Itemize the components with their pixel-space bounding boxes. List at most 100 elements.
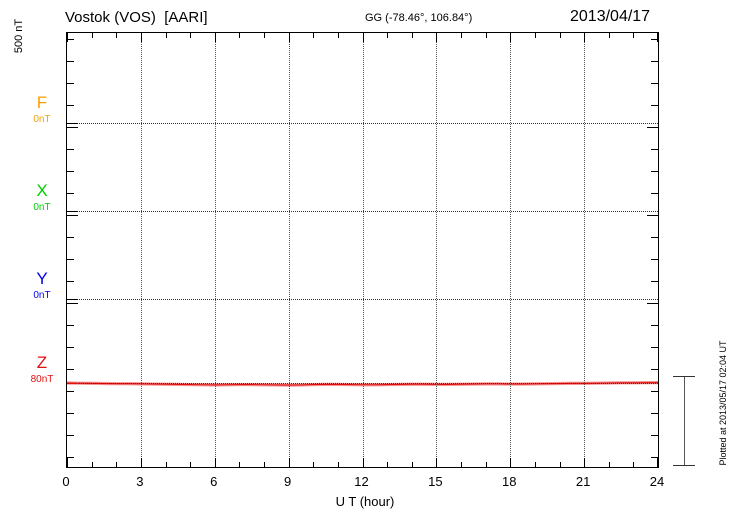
component-value-z: 80nT	[30, 374, 54, 385]
component-label-z: Z 80nT	[20, 354, 64, 386]
x-tick-label: 18	[502, 474, 517, 489]
x-axis-tick-top	[165, 33, 167, 38]
y-axis-baseline-tick	[67, 383, 78, 384]
y-axis-tick-right	[651, 83, 658, 84]
gridline-vertical	[362, 33, 364, 467]
y-axis-tick	[67, 149, 74, 150]
station-title: Vostok (VOS) [AARI]	[65, 9, 208, 26]
x-axis-tick-top	[313, 33, 315, 38]
x-axis-tick	[337, 462, 339, 467]
component-label-y: Y 0nT	[20, 270, 64, 302]
x-axis-tick-top	[461, 33, 462, 38]
baseline-y	[67, 299, 658, 300]
x-axis-tick	[559, 462, 561, 467]
x-axis-title: U T (hour)	[335, 494, 395, 509]
y-axis-tick	[67, 281, 74, 282]
x-axis-tick-top	[436, 33, 438, 42]
component-label-x: X 0nT	[20, 182, 64, 214]
x-axis-tick	[165, 462, 167, 467]
plotted-at-timestamp: Plotted at 2013/05/17 02:04 UT	[718, 340, 728, 466]
x-axis-tick-top	[559, 33, 561, 38]
baseline-x	[67, 211, 658, 212]
x-axis-tick	[239, 462, 241, 467]
component-letter-y: Y	[36, 269, 48, 288]
x-axis-tick-top	[584, 33, 586, 42]
x-tick-label: 12	[354, 474, 369, 489]
x-axis-tick	[584, 458, 586, 467]
x-axis-tick	[633, 462, 635, 467]
geographic-coordinates: GG (-78.46°, 106.84°)	[365, 12, 473, 24]
x-tick-label: 3	[136, 474, 144, 489]
gridline-vertical	[140, 33, 142, 467]
y-axis-tick	[67, 127, 78, 128]
y-axis-tick-right	[647, 127, 658, 128]
component-letter-x: X	[36, 181, 48, 200]
component-value-f: 0nT	[33, 114, 51, 125]
observation-date: 2013/04/17	[570, 8, 651, 25]
y-axis-tick	[67, 303, 78, 304]
x-axis-tick-top	[657, 33, 658, 42]
x-axis-tick	[67, 458, 68, 467]
y-axis-tick	[67, 215, 78, 216]
x-tick-label: 9	[284, 474, 292, 489]
scale-bar-line	[684, 376, 685, 466]
y-axis-tick-right	[651, 39, 658, 40]
baseline-f	[67, 123, 658, 124]
x-axis-tick-top	[239, 33, 241, 38]
x-axis-tick-top	[91, 33, 93, 38]
y-axis-tick-right	[651, 193, 658, 194]
x-axis-tick	[387, 462, 389, 467]
y-axis-tick-right	[651, 149, 658, 150]
x-axis-tick	[510, 458, 512, 467]
y-axis-tick-right	[651, 237, 658, 238]
x-axis-tick-top	[411, 33, 413, 38]
x-axis-tick	[313, 462, 315, 467]
y-axis-tick	[67, 237, 74, 238]
x-tick-label: 24	[649, 474, 665, 489]
x-axis-tick-top	[362, 33, 364, 42]
component-label-f: F 0nT	[20, 94, 64, 126]
y-axis-baseline-tick	[67, 211, 78, 212]
y-axis-tick	[67, 259, 74, 260]
y-axis-tick	[67, 193, 74, 194]
y-axis-tick-right	[651, 435, 658, 436]
y-axis-baseline-tick	[67, 123, 78, 124]
x-axis-tick	[140, 458, 142, 467]
y-axis-tick	[67, 391, 74, 392]
y-axis-tick	[67, 105, 74, 106]
y-axis-tick-right	[647, 215, 658, 216]
y-axis-tick	[67, 435, 74, 436]
scale-bar-label: 500 nT	[13, 18, 25, 54]
x-tick-label: 6	[210, 474, 218, 489]
y-axis-tick-right	[651, 105, 658, 106]
gridline-vertical	[584, 33, 586, 467]
magnetogram-plot-frame	[66, 32, 659, 468]
component-value-x: 0nT	[33, 202, 51, 213]
plot-area	[67, 33, 658, 467]
x-axis-tick-top	[608, 33, 610, 38]
x-axis-tick	[411, 462, 413, 467]
gridline-vertical	[510, 33, 512, 467]
component-letter-z: Z	[36, 353, 48, 372]
y-axis-tick-right	[651, 347, 658, 348]
y-axis-tick-right	[651, 281, 658, 282]
x-axis-tick	[190, 462, 192, 467]
y-axis-tick-right	[651, 457, 658, 458]
x-axis-tick-top	[264, 33, 265, 38]
y-axis-tick-right	[647, 303, 658, 304]
x-axis-tick	[264, 462, 265, 467]
y-axis-baseline-tick	[67, 299, 78, 300]
scale-bar	[673, 376, 695, 466]
x-axis-tick-top	[485, 33, 487, 38]
x-axis-tick	[362, 458, 364, 467]
y-axis-tick-right	[651, 391, 658, 392]
gridline-vertical	[436, 33, 438, 467]
x-tick-label: 15	[428, 474, 443, 489]
x-axis-tick-top	[190, 33, 192, 38]
y-axis-tick	[67, 325, 74, 326]
x-axis-tick	[461, 462, 462, 467]
x-axis-tick	[116, 462, 118, 467]
x-axis-tick	[436, 458, 438, 467]
y-axis-tick	[67, 39, 74, 40]
y-axis-tick	[67, 413, 74, 414]
